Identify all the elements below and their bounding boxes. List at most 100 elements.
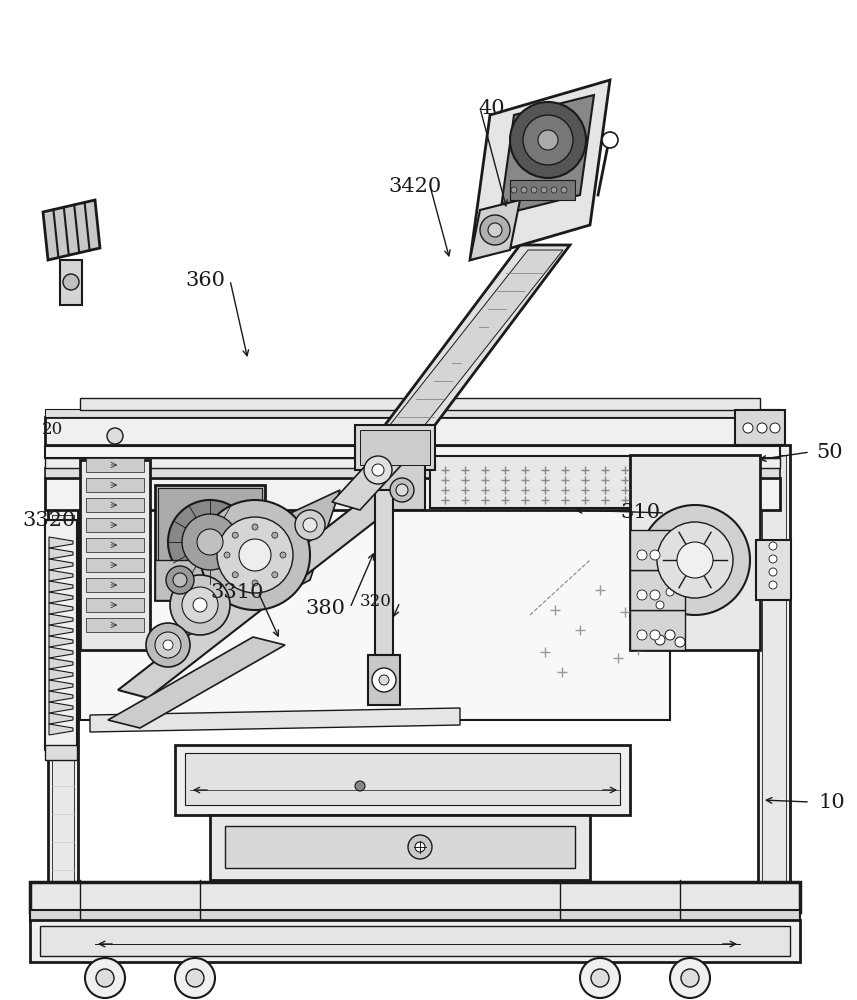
Bar (48, 505, 78, 900)
Circle shape (63, 274, 79, 290)
Circle shape (155, 632, 181, 658)
Bar (80, 398, 760, 410)
Circle shape (538, 130, 558, 150)
Polygon shape (49, 581, 73, 592)
Text: 3420: 3420 (388, 176, 441, 196)
Text: 10: 10 (818, 792, 845, 812)
Polygon shape (190, 490, 340, 640)
Bar (45, 417, 780, 445)
Polygon shape (49, 691, 73, 702)
Circle shape (364, 456, 392, 484)
Bar (735, 410, 785, 445)
Circle shape (769, 542, 777, 550)
Bar (762, 455, 786, 890)
Circle shape (217, 517, 293, 593)
Bar (360, 430, 430, 465)
Bar (86, 478, 144, 492)
Circle shape (163, 640, 173, 650)
Circle shape (769, 555, 777, 563)
Circle shape (561, 187, 567, 193)
Circle shape (640, 505, 750, 615)
Text: 40: 40 (478, 99, 505, 117)
Circle shape (168, 500, 252, 584)
Circle shape (650, 630, 660, 640)
Bar (45, 446, 780, 458)
Polygon shape (332, 439, 418, 510)
Bar (45, 745, 77, 760)
Polygon shape (118, 494, 400, 698)
Circle shape (770, 423, 780, 433)
Text: 3310: 3310 (210, 582, 263, 601)
Polygon shape (370, 245, 570, 445)
Circle shape (637, 550, 647, 560)
Text: 380: 380 (305, 598, 345, 617)
Bar (86, 618, 144, 632)
Circle shape (239, 539, 271, 571)
Circle shape (96, 969, 114, 987)
Circle shape (85, 958, 125, 998)
Polygon shape (49, 537, 73, 548)
Circle shape (510, 102, 586, 178)
Circle shape (252, 524, 258, 530)
Bar (86, 558, 144, 572)
Bar (758, 445, 790, 900)
Bar (45, 520, 77, 750)
Circle shape (280, 552, 286, 558)
Circle shape (166, 566, 194, 594)
Polygon shape (49, 603, 73, 614)
Circle shape (637, 590, 647, 600)
Circle shape (650, 590, 660, 600)
Bar (80, 460, 150, 650)
Circle shape (295, 510, 325, 540)
Bar (45, 478, 780, 510)
Circle shape (551, 187, 557, 193)
Bar (86, 458, 144, 472)
Bar (30, 882, 800, 912)
Bar (30, 920, 800, 962)
Circle shape (173, 573, 187, 587)
Text: 320: 320 (360, 593, 392, 610)
Circle shape (656, 601, 664, 609)
Polygon shape (378, 250, 563, 440)
Circle shape (193, 598, 207, 612)
Bar (40, 926, 790, 956)
Polygon shape (49, 724, 73, 735)
Polygon shape (49, 570, 73, 581)
Circle shape (591, 969, 609, 987)
Circle shape (182, 587, 218, 623)
Polygon shape (49, 614, 73, 625)
Bar (86, 598, 144, 612)
Circle shape (743, 423, 753, 433)
Bar (52, 515, 74, 890)
Polygon shape (470, 200, 520, 260)
Bar (225, 826, 575, 868)
Circle shape (107, 428, 123, 444)
Circle shape (523, 115, 573, 165)
Circle shape (769, 568, 777, 576)
Circle shape (200, 500, 310, 610)
Circle shape (666, 588, 674, 596)
Circle shape (390, 478, 414, 502)
Text: 310: 310 (620, 504, 660, 522)
Circle shape (757, 423, 767, 433)
Bar (175, 745, 630, 815)
Bar (630, 530, 685, 570)
Circle shape (415, 842, 425, 852)
Bar (368, 655, 400, 705)
Circle shape (665, 630, 675, 640)
Circle shape (408, 835, 432, 859)
Polygon shape (108, 637, 285, 728)
Polygon shape (49, 548, 73, 559)
Bar (30, 910, 800, 922)
Circle shape (197, 529, 223, 555)
Bar (45, 458, 780, 468)
Bar (510, 180, 575, 200)
Bar (380, 460, 425, 510)
Bar (630, 570, 685, 610)
Polygon shape (43, 200, 100, 260)
Circle shape (379, 675, 389, 685)
Circle shape (252, 580, 258, 586)
Polygon shape (49, 702, 73, 713)
Circle shape (531, 187, 537, 193)
Circle shape (580, 958, 620, 998)
